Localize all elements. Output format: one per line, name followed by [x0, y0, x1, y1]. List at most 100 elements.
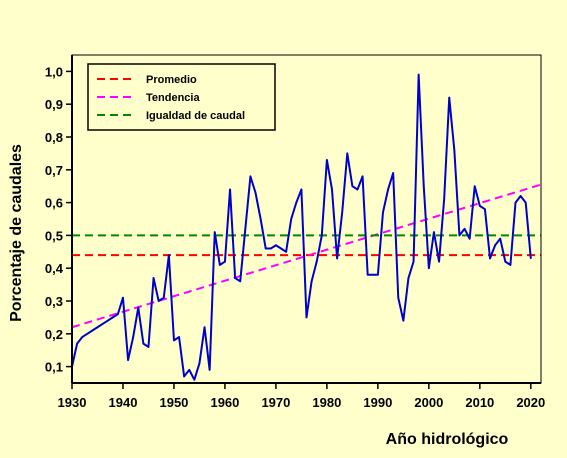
- data-point: [351, 185, 354, 187]
- data-point: [458, 234, 461, 237]
- data-point: [86, 333, 89, 335]
- data-point: [377, 273, 379, 276]
- y-tick-label: 1,0: [45, 64, 63, 79]
- x-axis-title: Año hidrológico: [386, 431, 509, 448]
- data-point: [96, 326, 99, 329]
- y-tick-label: 0,7: [45, 163, 63, 178]
- data-point: [122, 296, 124, 299]
- data-point: [76, 342, 78, 345]
- data-point: [295, 201, 298, 204]
- data-point: [127, 359, 129, 361]
- data-point: [249, 175, 252, 178]
- data-point: [234, 277, 236, 279]
- data-point: [356, 188, 359, 191]
- data-point: [524, 201, 527, 204]
- data-point: [219, 264, 221, 266]
- data-point: [438, 260, 440, 263]
- x-tick-label: 1960: [210, 395, 239, 410]
- data-point: [111, 316, 114, 319]
- data-point: [479, 205, 481, 207]
- data-point: [387, 188, 389, 191]
- data-point: [484, 208, 486, 210]
- data-point: [229, 188, 231, 191]
- data-point: [132, 336, 134, 338]
- data-point: [530, 257, 532, 260]
- y-tick-label: 0,9: [45, 97, 63, 112]
- data-point: [392, 172, 394, 174]
- data-point: [361, 175, 364, 178]
- y-tick-label: 0,5: [45, 228, 63, 243]
- data-point: [346, 152, 349, 155]
- data-point: [106, 319, 109, 322]
- data-point: [519, 195, 522, 197]
- data-point: [402, 319, 405, 322]
- data-point: [280, 247, 282, 250]
- data-point: [407, 277, 410, 279]
- data-point: [203, 326, 206, 329]
- data-point: [382, 211, 384, 214]
- data-point: [208, 369, 211, 371]
- data-point: [463, 228, 466, 230]
- y-tick-label: 0,4: [45, 261, 64, 276]
- data-point: [417, 73, 420, 76]
- data-point: [162, 296, 165, 299]
- data-point: [320, 234, 323, 237]
- data-point: [239, 280, 242, 283]
- data-point: [509, 264, 512, 266]
- y-axis-title: Porcentaje de caudales: [8, 144, 25, 322]
- data-point: [341, 211, 343, 214]
- x-tick-label: 1990: [363, 395, 392, 410]
- y-tick-label: 0,1: [45, 360, 63, 375]
- data-point: [300, 188, 303, 191]
- data-point: [336, 257, 338, 260]
- plot-area: [71, 54, 542, 384]
- legend-label: Igualdad de caudal: [146, 110, 245, 122]
- data-point: [489, 257, 491, 260]
- data-point: [331, 188, 333, 191]
- data-point: [183, 375, 185, 378]
- data-point: [366, 273, 369, 276]
- data-point: [157, 300, 160, 302]
- legend-label: Tendencia: [146, 92, 200, 104]
- data-point: [264, 247, 267, 250]
- data-point: [371, 273, 374, 276]
- data-point: [101, 323, 104, 325]
- data-point: [147, 346, 150, 348]
- data-point: [499, 237, 502, 240]
- data-point: [453, 149, 456, 151]
- data-point: [448, 96, 451, 99]
- data-point: [152, 277, 155, 279]
- y-tick-label: 0,2: [45, 327, 63, 342]
- x-tick-label: 1970: [261, 395, 290, 410]
- data-point: [198, 362, 201, 365]
- data-point: [193, 378, 196, 381]
- data-point: [117, 313, 119, 315]
- x-axis-ticks: 1930 1940 1950 1960 1970 1980 1990 2000 2010 2020: [58, 383, 545, 410]
- data-point: [259, 218, 262, 220]
- y-tick-label: 0,6: [45, 196, 63, 211]
- data-point: [326, 159, 328, 161]
- data-point: [213, 231, 216, 233]
- y-tick-label: 0,3: [45, 294, 63, 309]
- data-point: [270, 247, 272, 250]
- data-point: [422, 185, 425, 187]
- data-point: [443, 198, 445, 201]
- data-point: [315, 260, 318, 263]
- data-point: [244, 228, 247, 230]
- data-point: [433, 231, 435, 233]
- data-point: [224, 260, 226, 263]
- data-point: [173, 339, 175, 342]
- legend-label: Promedio: [146, 74, 197, 86]
- x-tick-label: 2020: [516, 395, 545, 410]
- data-point: [275, 244, 277, 247]
- x-tick-label: 1950: [159, 395, 188, 410]
- y-axis-ticks: 0,1 0,2 0,3 0,4 0,5 0,6 0,7 0,8 0,9 1,0: [45, 64, 72, 375]
- data-point: [397, 296, 400, 299]
- data-point: [428, 267, 430, 270]
- legend: Promedio Tendencia Igualdad de caudal: [87, 63, 276, 131]
- data-point: [412, 260, 415, 263]
- data-point: [188, 369, 191, 371]
- data-point: [137, 306, 140, 309]
